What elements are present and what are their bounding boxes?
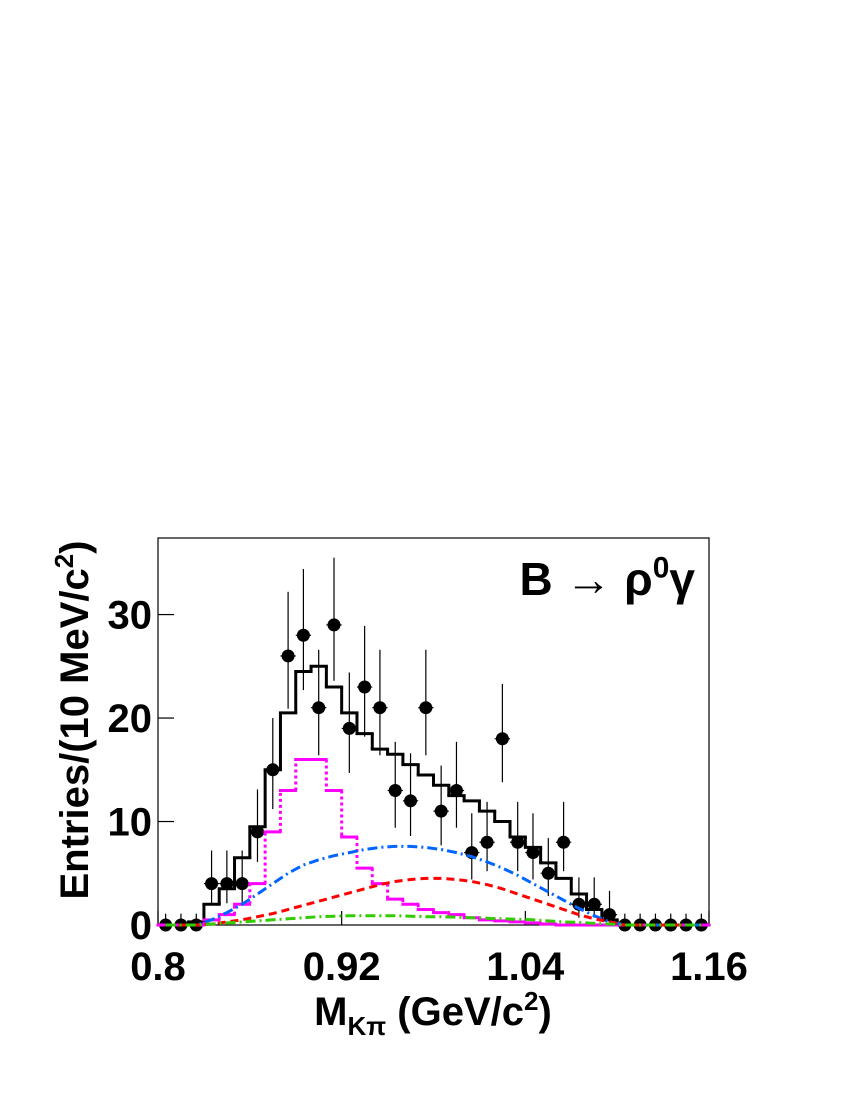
data-point xyxy=(526,846,540,860)
plot-frame xyxy=(157,537,710,926)
model-curve xyxy=(165,876,702,927)
y-axis-label: Entries/(10 MeV/c2) xyxy=(49,540,97,899)
data-point xyxy=(327,618,341,632)
data-point xyxy=(358,680,372,694)
data-point xyxy=(205,877,219,891)
data-point xyxy=(557,835,571,849)
y-tick-label: 10 xyxy=(108,801,153,845)
data-point xyxy=(404,794,418,808)
data-point xyxy=(220,877,234,891)
data-point xyxy=(250,825,264,839)
x-axis-label-part: (GeV/c xyxy=(386,990,524,1034)
data-point xyxy=(296,628,310,642)
data-point xyxy=(419,701,433,715)
y-tick-label: 30 xyxy=(108,594,153,638)
data-point xyxy=(342,721,356,735)
data-point xyxy=(312,701,326,715)
x-tick-label: 1.16 xyxy=(670,945,748,989)
annotation: B → ρ0γ xyxy=(520,552,696,605)
x-axis-label-part: ) xyxy=(539,990,552,1034)
annotation-sup: 0 xyxy=(653,552,670,585)
data-point xyxy=(480,835,494,849)
y-tick-label: 20 xyxy=(108,697,153,741)
annotation-part: γ xyxy=(669,553,695,605)
data-point xyxy=(495,732,509,746)
y-tick-label: 0 xyxy=(130,904,152,948)
data-point xyxy=(281,649,295,663)
data-point xyxy=(511,835,525,849)
data-point xyxy=(603,908,617,922)
x-tick-label: 1.04 xyxy=(486,945,565,989)
x-tick-label: 0.92 xyxy=(303,945,381,989)
x-axis-label-sub: Kπ xyxy=(348,1011,387,1041)
data-point xyxy=(449,783,463,797)
x-axis-label-part: M xyxy=(314,990,347,1034)
x-axis-label: MKπ (GeV/c2) xyxy=(314,986,552,1041)
y-axis-label-sup: 2 xyxy=(49,554,79,568)
data-point xyxy=(235,877,249,891)
x-tick-label: 0.8 xyxy=(130,945,186,989)
annotation-part: B → ρ xyxy=(520,553,653,605)
y-axis-label-part: Entries/(10 MeV/c xyxy=(53,568,97,899)
data-point xyxy=(373,701,387,715)
data-point xyxy=(388,783,402,797)
x-axis-label-sup: 2 xyxy=(524,986,538,1016)
data-point xyxy=(587,897,601,911)
data-point xyxy=(541,866,555,880)
data-point xyxy=(434,804,448,818)
y-axis-label-part: ) xyxy=(53,540,97,553)
model-curve xyxy=(165,914,702,927)
